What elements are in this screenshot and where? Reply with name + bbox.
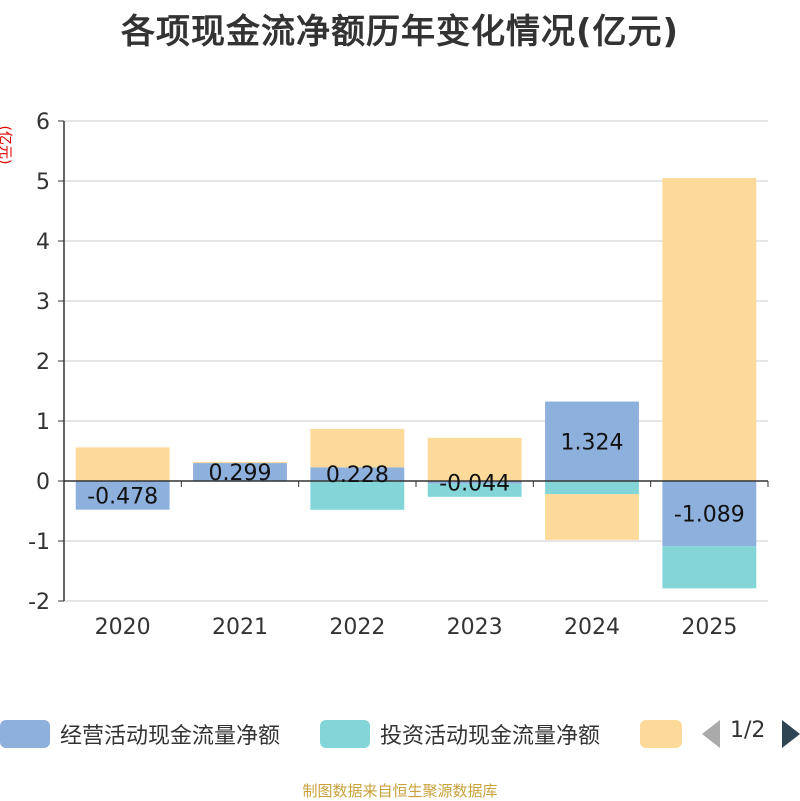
data-label: -1.089 xyxy=(674,503,745,528)
chart-title: 各项现金流净额历年变化情况(亿元) xyxy=(120,12,680,52)
y-tick-label: 6 xyxy=(36,110,50,135)
bar-series0-2024 xyxy=(545,401,639,481)
data-source-note: 制图数据来自恒生聚源数据库 xyxy=(302,782,498,800)
data-label: 1.324 xyxy=(561,430,624,455)
bar-series2-2021 xyxy=(193,461,287,464)
bar-series2-2023 xyxy=(427,437,522,481)
x-tick-label: 2025 xyxy=(681,615,737,640)
legend-swatch-financing[interactable] xyxy=(640,720,682,748)
y-tick-label: 0 xyxy=(36,470,50,495)
chart-area: -2 -1 0 1 2 3 4 5 6 2020 2021 2022 2023 2024 2025 -0.47… xyxy=(28,110,769,640)
y-tick-label: 5 xyxy=(36,170,50,195)
y-tick-label: 2 xyxy=(36,350,50,375)
y-tick-label: 3 xyxy=(36,290,50,315)
legend: 经营活动现金流量净额 投资活动现金流量净额 1/2 xyxy=(0,712,800,756)
bar-series1-2023 xyxy=(427,483,522,497)
x-tick-label: 2020 xyxy=(95,615,151,640)
data-label: -0.044 xyxy=(439,471,510,496)
bar-series2-2020 xyxy=(75,447,170,481)
bar-series1-2025 xyxy=(662,546,757,589)
bar-series0-2021 xyxy=(193,463,287,481)
x-tick-label: 2022 xyxy=(329,615,385,640)
y-tick-label: 4 xyxy=(36,230,50,255)
bar-series0-2023 xyxy=(427,481,522,484)
bar-series0-2025 xyxy=(662,481,757,547)
x-tick-label: 2023 xyxy=(447,615,503,640)
x-tick-label: 2021 xyxy=(212,615,268,640)
legend-label-operating[interactable]: 经营活动现金流量净额 xyxy=(60,724,281,749)
legend-next-page-icon[interactable] xyxy=(782,720,800,748)
bar-series0-2020 xyxy=(75,481,170,510)
bar-series0-2022 xyxy=(310,467,405,481)
legend-swatch-investing[interactable] xyxy=(320,720,370,748)
y-tick-label: 1 xyxy=(36,410,50,435)
legend-page-indicator: 1/2 xyxy=(730,718,766,743)
bar-series1-2022 xyxy=(310,481,405,510)
x-tick-label: 2024 xyxy=(564,615,620,640)
bar-series2-2025 xyxy=(662,178,757,481)
y-tick-label: -1 xyxy=(28,530,50,555)
bar-series1-2024 xyxy=(545,481,639,495)
legend-label-investing[interactable]: 投资活动现金流量净额 xyxy=(380,724,601,749)
data-label: -0.478 xyxy=(87,484,158,509)
data-label: 0.299 xyxy=(209,461,272,486)
bar-series2-2024 xyxy=(545,494,639,540)
bar-series2-2022 xyxy=(310,428,405,468)
legend-prev-page-icon[interactable] xyxy=(702,720,720,748)
y-tick-label: -2 xyxy=(28,590,50,615)
data-label: 0.228 xyxy=(326,463,389,488)
legend-swatch-operating[interactable] xyxy=(0,720,50,748)
